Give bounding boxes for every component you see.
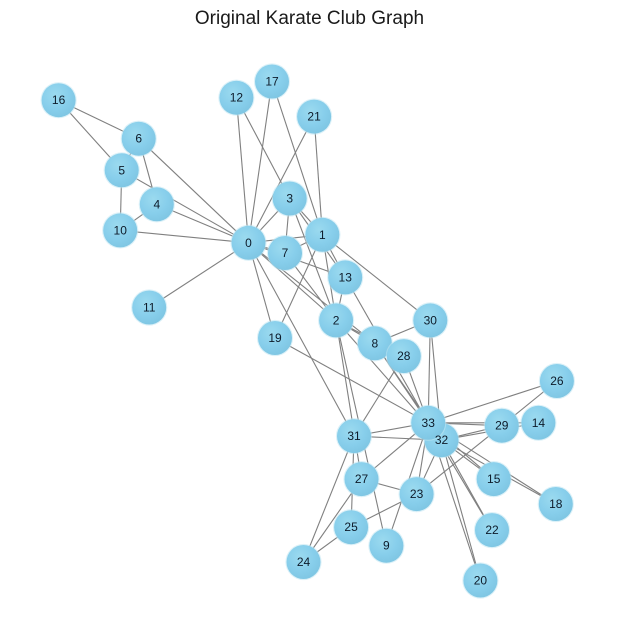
svg-text:24: 24 [297, 555, 311, 569]
svg-text:20: 20 [474, 574, 488, 588]
svg-text:22: 22 [485, 523, 499, 537]
svg-text:8: 8 [371, 336, 378, 350]
svg-text:32: 32 [435, 433, 449, 447]
svg-text:21: 21 [307, 110, 321, 124]
svg-text:5: 5 [118, 163, 125, 177]
svg-text:18: 18 [549, 497, 563, 511]
svg-text:23: 23 [410, 487, 424, 501]
svg-text:33: 33 [422, 416, 436, 430]
svg-text:17: 17 [265, 75, 279, 89]
svg-text:16: 16 [52, 93, 66, 107]
svg-text:7: 7 [282, 246, 289, 260]
svg-text:15: 15 [487, 472, 501, 486]
svg-text:9: 9 [383, 539, 390, 553]
svg-text:1: 1 [319, 228, 326, 242]
svg-text:13: 13 [339, 270, 353, 284]
svg-text:26: 26 [550, 374, 564, 388]
svg-text:12: 12 [230, 91, 244, 105]
svg-text:4: 4 [153, 197, 160, 211]
svg-text:25: 25 [344, 520, 358, 534]
svg-text:30: 30 [424, 313, 438, 327]
svg-text:6: 6 [135, 132, 142, 146]
svg-text:3: 3 [286, 192, 293, 206]
svg-text:28: 28 [397, 349, 411, 363]
svg-text:29: 29 [495, 419, 509, 433]
svg-text:19: 19 [268, 331, 282, 345]
svg-text:0: 0 [245, 236, 252, 250]
svg-text:2: 2 [333, 313, 340, 327]
svg-text:10: 10 [114, 223, 128, 237]
svg-text:27: 27 [355, 472, 369, 486]
svg-text:11: 11 [143, 301, 156, 315]
svg-text:31: 31 [347, 429, 361, 443]
svg-text:14: 14 [532, 416, 546, 430]
